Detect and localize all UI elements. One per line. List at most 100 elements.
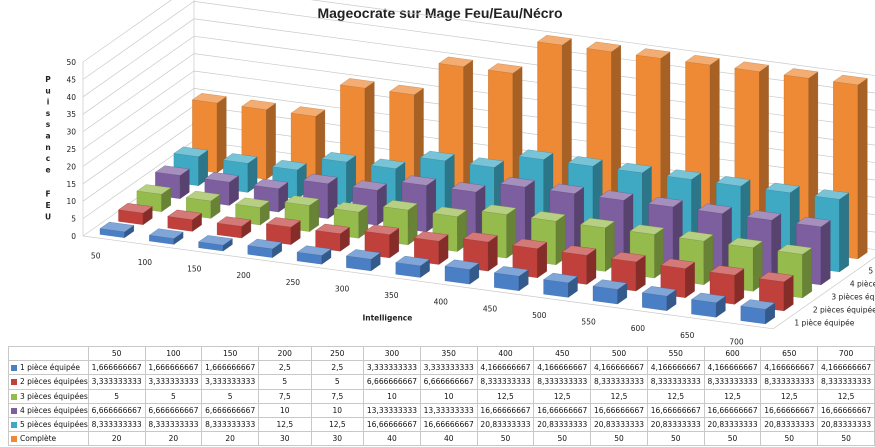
table-column-header: 50 xyxy=(87,345,146,362)
bar xyxy=(740,299,776,325)
table-cell: 20,83333333 xyxy=(817,416,875,433)
bar xyxy=(691,292,726,318)
table-cell: 4,166666667 xyxy=(533,360,592,376)
table-cell: 16,66666667 xyxy=(476,402,535,418)
table-column-header: 100 xyxy=(144,345,203,362)
x-tick-label: 600 xyxy=(631,324,646,333)
table-cell: 12,5 xyxy=(817,388,875,404)
x-tick-label: 200 xyxy=(236,271,251,280)
bar xyxy=(444,259,480,285)
series-label: 5 pièces équipées xyxy=(868,266,875,275)
table-cell: 16,66666667 xyxy=(533,402,592,418)
table-cell: 30 xyxy=(258,431,312,447)
bar xyxy=(493,266,529,292)
table-cell: 1,666666667 xyxy=(201,360,260,376)
chart-gridlines xyxy=(82,0,875,330)
table-cell: 4,166666667 xyxy=(817,360,875,376)
table-cell: 20 xyxy=(201,431,260,447)
table-cell: 7,5 xyxy=(310,388,365,404)
bar xyxy=(395,255,430,278)
chart-title: Mageocrate sur Mage Feu/Eau/Nécro xyxy=(317,5,562,21)
table-row-label: 5 pièces équipées xyxy=(8,416,89,433)
table-column-header: 350 xyxy=(419,345,478,362)
bar xyxy=(315,223,350,252)
x-tick-label: 100 xyxy=(138,258,153,267)
table-cell: 16,66666667 xyxy=(419,416,478,433)
bar xyxy=(364,224,400,259)
table-cell: 6,666666667 xyxy=(363,374,421,390)
table-column-header: 450 xyxy=(533,345,592,362)
table-row-label: 4 pièces équipées xyxy=(8,402,89,418)
table-cell: 8,333333333 xyxy=(533,374,592,390)
table-cell: 6,666666667 xyxy=(419,374,478,390)
table-cell: 50 xyxy=(590,431,648,447)
series-label: 4 pièces équipées xyxy=(850,279,875,288)
table-column-header: 400 xyxy=(476,345,535,362)
table-cell: 12,5 xyxy=(760,388,819,404)
legend-swatch xyxy=(11,422,17,429)
table-cell: 8,333333333 xyxy=(201,416,260,433)
x-tick-label: 450 xyxy=(483,304,498,313)
bar xyxy=(118,203,153,225)
bar xyxy=(148,228,184,245)
table-cell: 8,333333333 xyxy=(760,374,819,390)
table-cell: 16,66666667 xyxy=(590,402,648,418)
z-tick-label: 45 xyxy=(66,75,76,84)
table-cell: 20,83333333 xyxy=(646,416,705,433)
legend-swatch xyxy=(11,379,17,386)
table-cell: 6,666666667 xyxy=(201,402,260,418)
table-cell: 5 xyxy=(144,388,203,404)
bar xyxy=(99,221,135,238)
table-cell: 3,333333333 xyxy=(87,374,146,390)
z-tick-label: 5 xyxy=(71,215,76,224)
table-cell: 4,166666667 xyxy=(646,360,705,376)
z-tick-label: 35 xyxy=(66,110,76,119)
table-cell: 12,5 xyxy=(533,388,592,404)
y-axis-title-char: P xyxy=(45,75,51,84)
x-tick-label: 550 xyxy=(581,318,596,327)
table-cell: 16,66666667 xyxy=(817,402,875,418)
y-axis-title-char: n xyxy=(45,143,50,152)
series-label: 3 pièces équipées xyxy=(831,292,875,301)
table-row-label: 2 pièces équipées xyxy=(8,374,89,390)
x-tick-label: 150 xyxy=(187,265,202,274)
x-tick-label: 700 xyxy=(729,338,744,346)
table-cell: 12,5 xyxy=(590,388,648,404)
bar xyxy=(543,272,578,298)
table-column-header: 500 xyxy=(590,345,648,362)
bar xyxy=(296,245,332,265)
x-axis-title: Intelligence xyxy=(362,314,412,323)
y-axis-title-char: E xyxy=(45,201,50,210)
table-cell: 5 xyxy=(201,388,260,404)
table-column-header: 550 xyxy=(646,345,705,362)
y-axis-title-char: c xyxy=(46,154,50,163)
table-row: 3 pièces équipées 5 5 5 7,5 7,5 10 10 12,5 12,5 12… xyxy=(8,388,875,404)
x-tick-label: 500 xyxy=(532,311,547,320)
bar xyxy=(266,217,301,245)
z-tick-label: 0 xyxy=(71,232,76,241)
z-tick-label: 10 xyxy=(66,197,76,206)
table-column-header: 250 xyxy=(310,345,365,362)
table-cell: 50 xyxy=(817,431,875,447)
table-cell: 16,66666667 xyxy=(646,402,705,418)
table-cell: 12,5 xyxy=(258,416,312,433)
table-cell: 12,5 xyxy=(310,416,365,433)
table-cell: 5 xyxy=(87,388,146,404)
table-cell: 1,666666667 xyxy=(144,360,203,376)
table-column-header: 200 xyxy=(258,345,312,362)
table-cell: 3,333333333 xyxy=(144,374,203,390)
table-cell: 20 xyxy=(144,431,203,447)
table-cell: 12,5 xyxy=(476,388,535,404)
table-cell: 16,66666667 xyxy=(703,402,762,418)
table-cell: 20,83333333 xyxy=(703,416,762,433)
table-cell: 2,5 xyxy=(310,360,365,376)
table-cell: 8,333333333 xyxy=(646,374,705,390)
series-label: 1 pièce équipée xyxy=(794,318,854,327)
bar xyxy=(660,258,695,298)
gridline xyxy=(82,0,875,76)
z-tick-label: 50 xyxy=(66,58,76,67)
table-cell: 50 xyxy=(760,431,819,447)
table-row-label: Complète xyxy=(8,431,89,447)
table-cell: 10 xyxy=(310,402,365,418)
y-axis-title-char: U xyxy=(45,212,51,221)
